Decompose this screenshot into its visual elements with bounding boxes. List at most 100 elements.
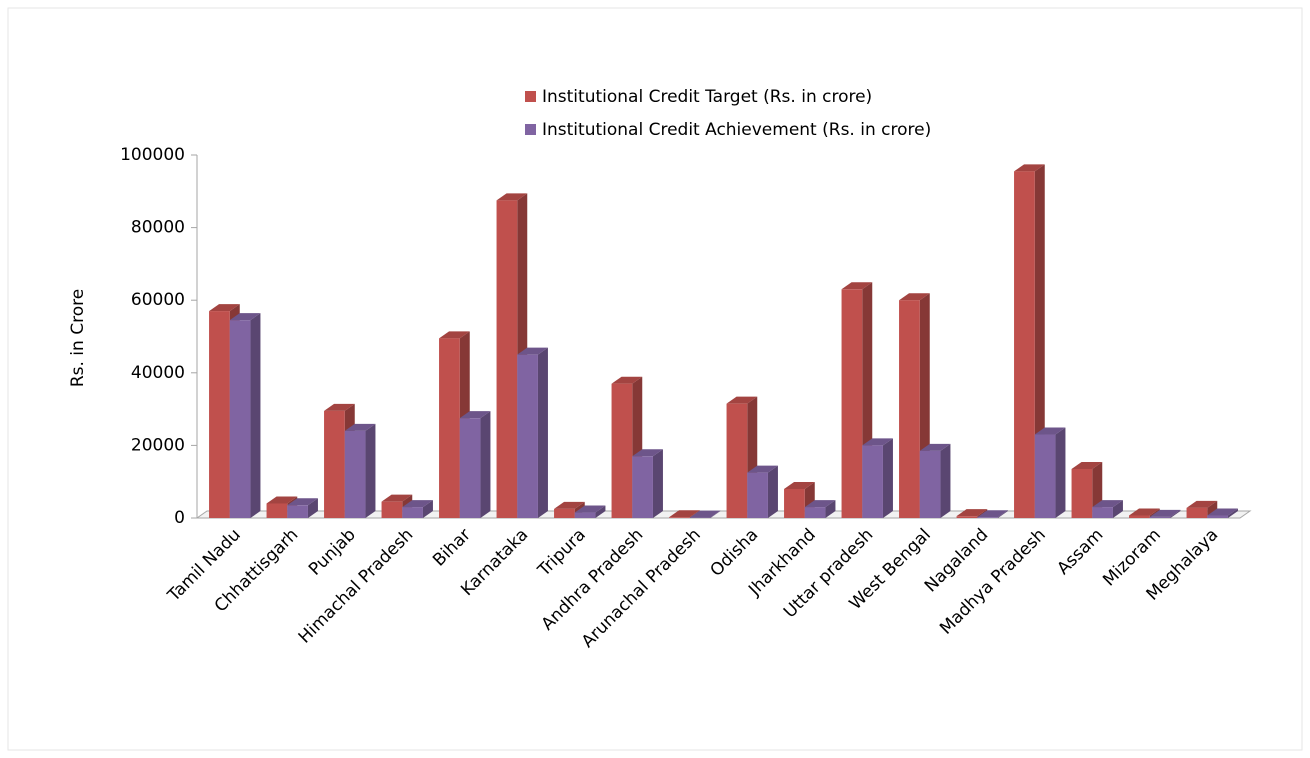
bar bbox=[669, 517, 690, 518]
bar-top bbox=[1207, 508, 1238, 516]
legend-label: Institutional Credit Target (Rs. in cror… bbox=[542, 87, 872, 107]
bar bbox=[209, 311, 230, 518]
bar bbox=[324, 410, 345, 518]
bar-top bbox=[574, 505, 606, 513]
bar-top bbox=[747, 465, 778, 473]
bar-top bbox=[1014, 164, 1045, 172]
bar bbox=[747, 472, 768, 518]
bar-side bbox=[882, 438, 893, 518]
y-tick-label: 60000 bbox=[131, 290, 185, 310]
bar bbox=[804, 507, 826, 518]
legend-swatch bbox=[525, 124, 536, 135]
y-tick-label: 0 bbox=[174, 508, 185, 528]
bar bbox=[1014, 171, 1035, 518]
bar bbox=[977, 517, 998, 518]
bar-top bbox=[554, 501, 585, 509]
bar bbox=[496, 200, 518, 518]
y-tick-label: 20000 bbox=[131, 435, 185, 455]
bar-side bbox=[997, 510, 1008, 518]
bar-top bbox=[1092, 500, 1123, 508]
bar-top bbox=[862, 438, 893, 446]
bar-side bbox=[1207, 500, 1218, 518]
bar-top bbox=[632, 449, 663, 457]
bar bbox=[1034, 434, 1056, 518]
bar-top bbox=[381, 494, 413, 502]
bar-side bbox=[1055, 427, 1066, 518]
bar bbox=[381, 501, 403, 518]
bar-side bbox=[365, 423, 376, 518]
bar bbox=[1149, 516, 1171, 518]
bar-side bbox=[307, 498, 318, 518]
bar bbox=[344, 430, 366, 518]
bar bbox=[899, 300, 920, 518]
bar-top bbox=[1129, 508, 1160, 516]
y-tick-label: 100000 bbox=[120, 145, 185, 165]
bar-top bbox=[459, 411, 491, 419]
bar-side bbox=[1170, 509, 1181, 518]
bar-top bbox=[726, 396, 758, 404]
bar bbox=[1092, 507, 1113, 518]
bar-top bbox=[209, 304, 240, 312]
bar bbox=[956, 516, 978, 518]
bar-side bbox=[940, 443, 951, 518]
bar-top bbox=[689, 510, 721, 518]
bar bbox=[554, 508, 575, 518]
bar-side bbox=[710, 510, 721, 518]
bar bbox=[784, 488, 805, 518]
bar-top bbox=[402, 500, 433, 508]
bar-top bbox=[956, 509, 988, 517]
bar-top bbox=[841, 282, 873, 290]
bar bbox=[1207, 515, 1228, 518]
bar bbox=[726, 403, 748, 518]
bar-side bbox=[825, 500, 836, 518]
bar-side bbox=[480, 411, 491, 518]
bar-top bbox=[669, 510, 700, 518]
bar-side bbox=[652, 449, 663, 518]
bar bbox=[919, 450, 941, 518]
bar-top bbox=[899, 293, 930, 301]
bar bbox=[611, 383, 633, 518]
bar-top bbox=[1071, 461, 1103, 469]
bar-top bbox=[344, 423, 376, 431]
bar-side bbox=[422, 500, 433, 518]
bar-side bbox=[1112, 500, 1123, 518]
bar-top bbox=[517, 347, 548, 355]
bar-top bbox=[919, 443, 951, 451]
bar bbox=[402, 507, 423, 518]
bar bbox=[841, 289, 863, 518]
bar bbox=[862, 445, 883, 518]
bar bbox=[1071, 468, 1093, 518]
legend-swatch bbox=[525, 91, 536, 102]
bar-side bbox=[1227, 508, 1238, 518]
bar bbox=[266, 503, 288, 518]
bar bbox=[287, 505, 308, 518]
bar-top bbox=[784, 481, 815, 489]
bar-side bbox=[250, 313, 261, 518]
bar bbox=[229, 320, 251, 518]
bar-side bbox=[537, 347, 548, 518]
bar-top bbox=[1186, 500, 1218, 508]
y-tick-label: 40000 bbox=[131, 363, 185, 383]
bar-top bbox=[324, 403, 355, 411]
bar-top bbox=[1149, 509, 1181, 517]
bar-top bbox=[266, 496, 298, 504]
bar-side bbox=[595, 505, 606, 518]
bar-top bbox=[229, 313, 261, 321]
bar-top bbox=[287, 498, 318, 506]
y-axis-label: Rs. in Crore bbox=[68, 289, 88, 387]
bar bbox=[459, 418, 481, 518]
bar bbox=[574, 512, 596, 518]
bar bbox=[439, 338, 460, 518]
legend-label: Institutional Credit Achievement (Rs. in… bbox=[542, 120, 931, 140]
bar-top bbox=[1034, 427, 1066, 435]
bar bbox=[1129, 515, 1150, 518]
bar-top bbox=[804, 500, 836, 508]
bar-top bbox=[977, 510, 1008, 518]
bar-top bbox=[439, 331, 470, 339]
bar-top bbox=[496, 193, 528, 201]
bar bbox=[632, 456, 653, 518]
bar-side bbox=[767, 465, 778, 518]
y-tick-label: 80000 bbox=[131, 218, 185, 238]
bar bbox=[1186, 507, 1208, 518]
